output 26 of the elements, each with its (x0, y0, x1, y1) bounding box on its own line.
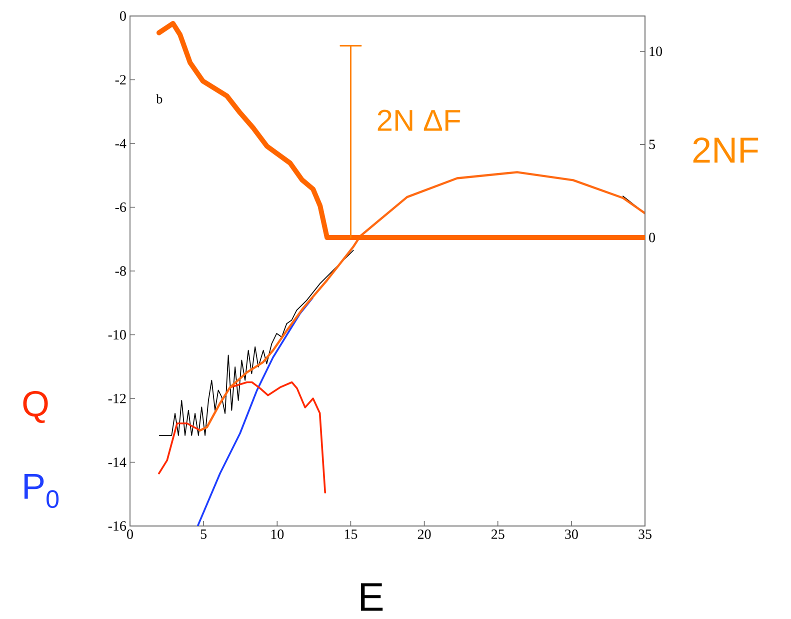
y2-tick-label: 10 (650, 46, 662, 56)
x-tick-label: 25 (491, 530, 504, 539)
x-tick-label: 0 (127, 530, 133, 539)
x-tick-label: 10 (271, 530, 284, 539)
y2-tick-label: 0 (649, 232, 655, 242)
y2-axis-title: 2NF (693, 137, 758, 163)
y2-tick-label: 5 (649, 140, 655, 150)
x-tick-label: 30 (565, 530, 578, 539)
y-tick-label: -4 (115, 138, 126, 148)
y-tick-label: -6 (115, 202, 126, 212)
y-tick-label: -8 (115, 266, 126, 276)
y-tick-label: -10 (108, 330, 126, 340)
x-axis-title: E (360, 583, 383, 611)
annotation: b (156, 94, 162, 104)
x-tick-label: 5 (200, 530, 207, 539)
y-tick-label: -12 (108, 394, 126, 404)
x-tick-label: 20 (418, 530, 431, 539)
y-tick-label: -14 (108, 458, 126, 467)
y-tick-label: -2 (115, 75, 126, 84)
x-tick-label: 35 (638, 530, 652, 539)
text: Q (23, 391, 48, 423)
x-tick-label: 15 (344, 530, 358, 539)
y-tick-label: 0 (120, 11, 126, 21)
text: P$_{0}$ (24, 474, 59, 508)
annotation: 2N ΔF (378, 110, 460, 131)
y-tick-label: -16 (108, 521, 126, 531)
